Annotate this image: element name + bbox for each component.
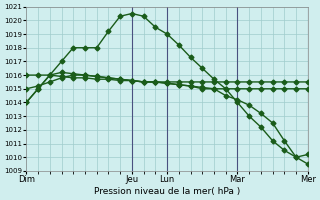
X-axis label: Pression niveau de la mer( hPa ): Pression niveau de la mer( hPa ) [94, 187, 240, 196]
